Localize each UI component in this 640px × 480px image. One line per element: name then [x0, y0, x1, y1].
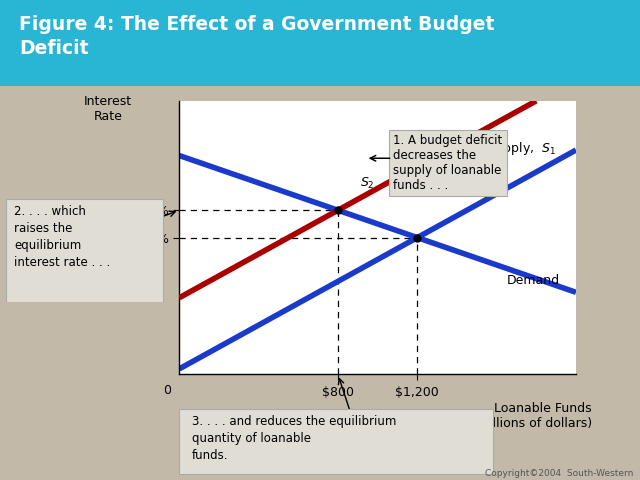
Text: 2. . . . which
raises the
equilibrium
interest rate . . .: 2. . . . which raises the equilibrium in…: [15, 205, 111, 269]
Text: Interest
Rate: Interest Rate: [84, 96, 132, 123]
FancyBboxPatch shape: [179, 409, 493, 474]
Text: Supply,  $S_1$: Supply, $S_1$: [487, 140, 556, 157]
FancyBboxPatch shape: [0, 0, 640, 86]
FancyBboxPatch shape: [6, 199, 163, 302]
Text: Figure 4: The Effect of a Government Budget
Deficit: Figure 4: The Effect of a Government Bud…: [19, 15, 495, 58]
Text: $S_2$: $S_2$: [360, 176, 375, 191]
Text: 1. A budget deficit
decreases the
supply of loanable
funds . . .: 1. A budget deficit decreases the supply…: [394, 133, 503, 192]
Text: Loanable Funds
(in billions of dollars): Loanable Funds (in billions of dollars): [461, 402, 592, 430]
Text: Copyright©2004  South-Western: Copyright©2004 South-Western: [485, 468, 634, 478]
Text: 0: 0: [163, 384, 172, 397]
Text: Demand: Demand: [507, 274, 560, 287]
Text: 3. . . . and reduces the equilibrium
quantity of loanable
funds.: 3. . . . and reduces the equilibrium qua…: [192, 415, 396, 462]
